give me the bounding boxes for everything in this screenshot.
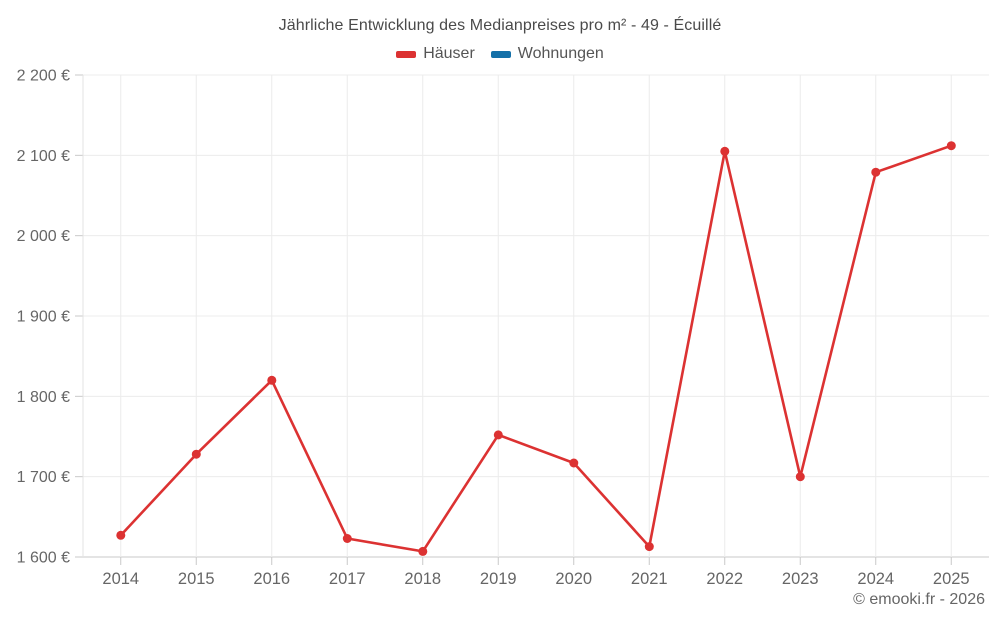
x-tick-label: 2024: [857, 570, 894, 588]
y-tick-label: 1 900 €: [17, 309, 70, 326]
data-point[interactable]: [720, 146, 730, 156]
legend-label-wohnungen: Wohnungen: [517, 45, 604, 62]
footer-credit: © emooki.fr - 2026: [853, 591, 985, 608]
data-point[interactable]: [267, 375, 277, 385]
legend-item-haeuser[interactable]: Häuser: [396, 45, 475, 63]
x-tick-label: 2020: [555, 570, 592, 588]
data-point[interactable]: [644, 542, 654, 552]
x-tick-label: 2025: [933, 570, 970, 588]
y-tick-label: 1 600 €: [17, 550, 70, 567]
y-tick-label: 1 800 €: [17, 389, 70, 406]
legend-label-haeuser: Häuser: [423, 45, 475, 62]
series-line-häuser: [119, 144, 953, 553]
x-tick-label: 2015: [178, 570, 215, 588]
data-point[interactable]: [946, 141, 956, 151]
data-point[interactable]: [116, 530, 126, 540]
legend-marker-haeuser-icon: [396, 50, 417, 58]
chart-title: Jährliche Entwicklung des Medianpreises …: [278, 17, 722, 34]
x-tick-label: 2014: [102, 570, 139, 588]
legend: Häuser Wohnungen: [0, 45, 1000, 63]
x-tick-label: 2023: [782, 570, 819, 588]
x-tick-label: 2022: [706, 570, 743, 588]
x-tick-label: 2018: [404, 570, 441, 588]
data-point[interactable]: [191, 449, 201, 459]
data-point[interactable]: [418, 546, 428, 556]
y-tick-label: 2 200 €: [17, 68, 70, 85]
x-tick-label: 2017: [329, 570, 366, 588]
y-tick-label: 2 000 €: [17, 228, 70, 245]
x-tick-label: 2021: [631, 570, 668, 588]
y-tick-label: 1 700 €: [17, 469, 70, 486]
data-point[interactable]: [795, 472, 805, 482]
x-tick-label: 2019: [480, 570, 517, 588]
y-tick-label: 2 100 €: [17, 148, 70, 165]
legend-item-wohnungen[interactable]: Wohnungen: [490, 45, 604, 63]
data-point[interactable]: [493, 430, 503, 440]
data-point[interactable]: [569, 458, 579, 468]
data-point[interactable]: [871, 167, 881, 177]
x-tick-label: 2016: [253, 570, 290, 588]
data-point[interactable]: [342, 534, 352, 543]
legend-marker-wohnungen-icon: [490, 50, 511, 58]
